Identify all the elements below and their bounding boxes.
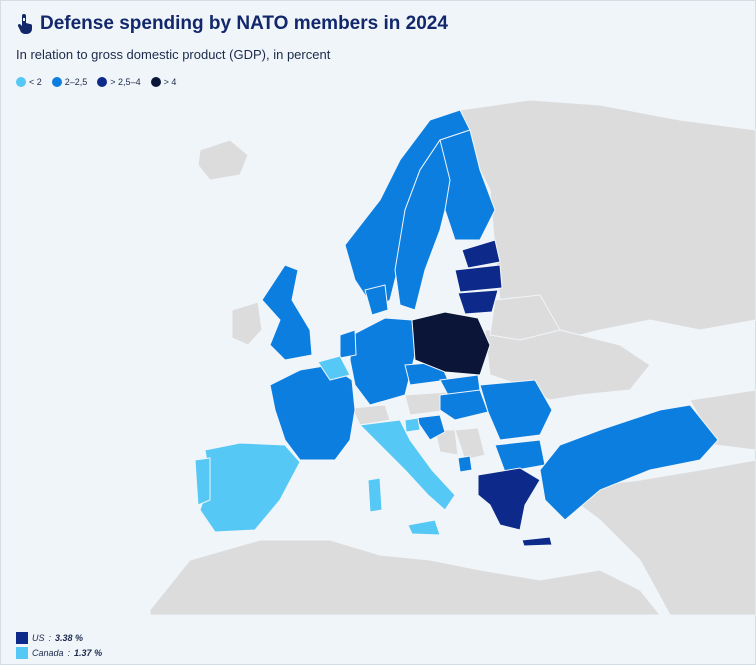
crete-region (521, 536, 553, 547)
footnote-name: US (32, 633, 45, 643)
footnote-swatch (16, 632, 28, 644)
legend-swatch (150, 77, 161, 87)
footnote-colon: : (67, 648, 71, 658)
legend-swatch (51, 77, 62, 87)
spain-region (199, 442, 301, 533)
footnote-value: 1.37 % (74, 648, 103, 658)
sicily-region (407, 519, 441, 536)
hungary-region (439, 389, 489, 421)
page-title: Defense spending by NATO members in 2024 (40, 13, 448, 34)
legend: < 2 2–2,5 > 2,5–4 > 4 (16, 77, 176, 87)
russia-region (459, 99, 756, 346)
legend-label: > 4 (163, 77, 177, 87)
croatia-region (414, 414, 446, 441)
bulgaria-region (494, 439, 546, 473)
latvia-region (454, 264, 503, 293)
footnote-us: US: 3.38 % (16, 632, 83, 644)
legend-item-gt4: > 4 (150, 77, 177, 87)
uk-region (261, 264, 313, 361)
legend-label: > 2,5–4 (110, 77, 141, 87)
north-africa-region (149, 539, 662, 616)
switzerland-region (351, 404, 391, 426)
turkey-region (539, 404, 719, 521)
portugal-region (194, 457, 211, 506)
germany-region (349, 317, 416, 406)
belgium-region (317, 355, 351, 381)
netherlands-region (339, 329, 357, 359)
sweden-region (394, 139, 456, 311)
middle-east-region (558, 459, 756, 616)
footnote-canada: Canada: 1.37 % (16, 647, 102, 659)
bosnia-region (434, 429, 459, 456)
pointer-hand-icon (17, 14, 32, 34)
subtitle: In relation to gross domestic product (G… (16, 47, 331, 62)
legend-label: < 2 (29, 77, 42, 87)
italy-region (358, 419, 456, 511)
title-row: Defense spending by NATO members in 2024 (16, 13, 448, 35)
greece-region (477, 467, 541, 531)
france-region (269, 364, 356, 461)
poland-region (411, 311, 491, 376)
iceland-region (197, 139, 249, 181)
ireland-region (231, 301, 263, 346)
finland-region (439, 129, 496, 241)
footnote-name: Canada (32, 648, 64, 658)
legend-label: 2–2,5 (64, 77, 88, 87)
sardinia-region (367, 477, 383, 513)
montenegro-region (457, 455, 473, 473)
footnote-value: 3.38 % (55, 633, 84, 643)
denmark-region (364, 284, 389, 316)
footnote-colon: : (48, 633, 52, 643)
europe-map (149, 99, 756, 616)
slovenia-region (404, 417, 421, 433)
legend-swatch (97, 77, 108, 87)
legend-swatch (16, 77, 26, 87)
legend-item-2to25: 2–2,5 (51, 77, 88, 87)
lithuania-region (457, 289, 499, 315)
serbia-region (454, 427, 486, 461)
legend-item-lt2: < 2 (16, 77, 42, 87)
romania-region (479, 379, 553, 441)
estonia-region (461, 239, 501, 269)
belarus-region (489, 294, 561, 341)
legend-item-25to4: > 2,5–4 (97, 77, 141, 87)
footnote-swatch (16, 647, 28, 659)
